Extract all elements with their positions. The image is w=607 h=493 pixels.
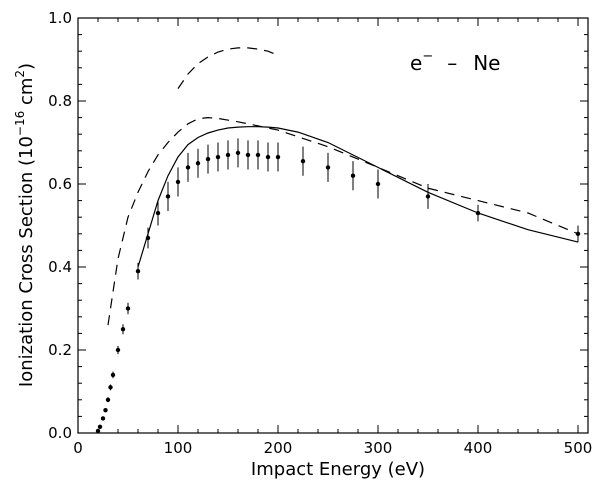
data-point [205,156,211,162]
annotation-neon: Ne [473,51,500,75]
y-axis-title: Ionization Cross Section (10−16 cm2) [13,63,37,387]
data-point [100,416,106,421]
y-tick-label: 0.0 [48,424,72,442]
data-point [105,397,111,402]
data-point [155,210,161,216]
data-point [95,428,101,434]
x-tick-label: 100 [164,439,193,457]
y-axis-title-main: Ionization Cross Section (10 [16,136,37,387]
x-tick-label: 400 [464,439,493,457]
annotation-e-ne: e− – Ne [410,49,500,75]
x-tick-label: 500 [564,439,593,457]
data-point [97,424,103,429]
annotation-dash: – [447,51,457,75]
data-point [165,194,171,199]
data-point [475,210,481,216]
data-point [350,173,356,178]
data-point [185,165,191,170]
data-point [135,268,141,274]
x-tick-label: 0 [73,439,83,457]
plot-frame [77,17,589,434]
data-point [175,179,181,185]
y-tick-label: 0.6 [48,175,72,193]
y-tick-label: 0.8 [48,92,72,110]
x-tick-label: 300 [364,439,393,457]
data-point [375,181,381,187]
data-point [325,165,331,170]
y-tick-label: 0.4 [48,258,72,276]
x-tick-label: 200 [264,439,293,457]
y-axis-title-sq: 2 [13,70,27,78]
data-point [275,154,281,160]
data-point [195,161,201,166]
data-point [145,235,151,241]
y-axis-title-close: ) [16,63,37,70]
annotation-minus: − [422,49,433,64]
data-point [425,194,431,199]
axis-tick-labels: 0 100 200 300 400 500 0.0 0.2 0.4 0.6 0.8 1.0 [48,9,592,457]
series-lines [107,47,579,326]
series-line-theory-dashed-upper [177,47,279,89]
annotation-electron: e [410,51,422,75]
y-axis-title-exp: −16 [13,111,27,136]
data-point [103,407,108,413]
data-point [265,154,271,160]
data-points [95,138,581,434]
data-point [110,372,116,378]
x-axis-title: Impact Energy (eV) [251,459,425,480]
series-line-theory-solid [137,126,579,268]
data-point [215,154,221,160]
data-point [225,152,231,158]
y-tick-label: 0.2 [48,341,72,359]
axis-ticks [77,17,588,434]
data-point [575,231,581,236]
data-point [235,150,241,156]
y-tick-label: 1.0 [48,9,72,27]
data-point [255,152,261,158]
data-point [108,385,113,390]
series-line-theory-dashed-lower [107,116,579,326]
data-point [300,158,306,164]
data-point [115,347,121,353]
data-point [120,327,126,332]
data-point [125,306,131,311]
y-axis-title-unit: cm [16,78,37,111]
data-point [245,152,251,158]
